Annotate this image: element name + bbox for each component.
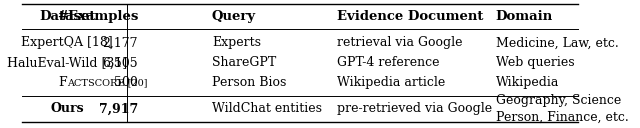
Text: pre-retrieved via Google: pre-retrieved via Google xyxy=(337,102,492,115)
Text: 7,917: 7,917 xyxy=(99,102,138,115)
Text: Dataset: Dataset xyxy=(39,10,95,23)
Text: ACTSCORE [20]: ACTSCORE [20] xyxy=(67,78,148,87)
Text: F: F xyxy=(59,76,67,89)
Text: Wikipedia: Wikipedia xyxy=(495,76,559,89)
Text: Domain: Domain xyxy=(495,10,553,23)
Text: 6,505: 6,505 xyxy=(102,56,138,69)
Text: 500: 500 xyxy=(115,76,138,89)
Text: Query: Query xyxy=(212,10,256,23)
Text: 2,177: 2,177 xyxy=(102,36,138,50)
Text: Ours: Ours xyxy=(51,102,84,115)
Text: Wikipedia article: Wikipedia article xyxy=(337,76,445,89)
Text: HaluEval-Wild [31]: HaluEval-Wild [31] xyxy=(7,56,127,69)
Text: #Examples: #Examples xyxy=(57,10,138,23)
Text: Evidence Document: Evidence Document xyxy=(337,10,483,23)
Text: ExpertQA [18]: ExpertQA [18] xyxy=(21,36,113,50)
Text: retrieval via Google: retrieval via Google xyxy=(337,36,462,50)
Text: GPT-4 reference: GPT-4 reference xyxy=(337,56,439,69)
Text: Experts: Experts xyxy=(212,36,261,50)
Text: Geography, Science
Person, Finance, etc.: Geography, Science Person, Finance, etc. xyxy=(495,94,628,124)
Text: WildChat entities: WildChat entities xyxy=(212,102,322,115)
Text: ShareGPT: ShareGPT xyxy=(212,56,276,69)
Text: Medicine, Law, etc.: Medicine, Law, etc. xyxy=(495,36,618,50)
Text: Person Bios: Person Bios xyxy=(212,76,286,89)
Text: Web queries: Web queries xyxy=(495,56,574,69)
